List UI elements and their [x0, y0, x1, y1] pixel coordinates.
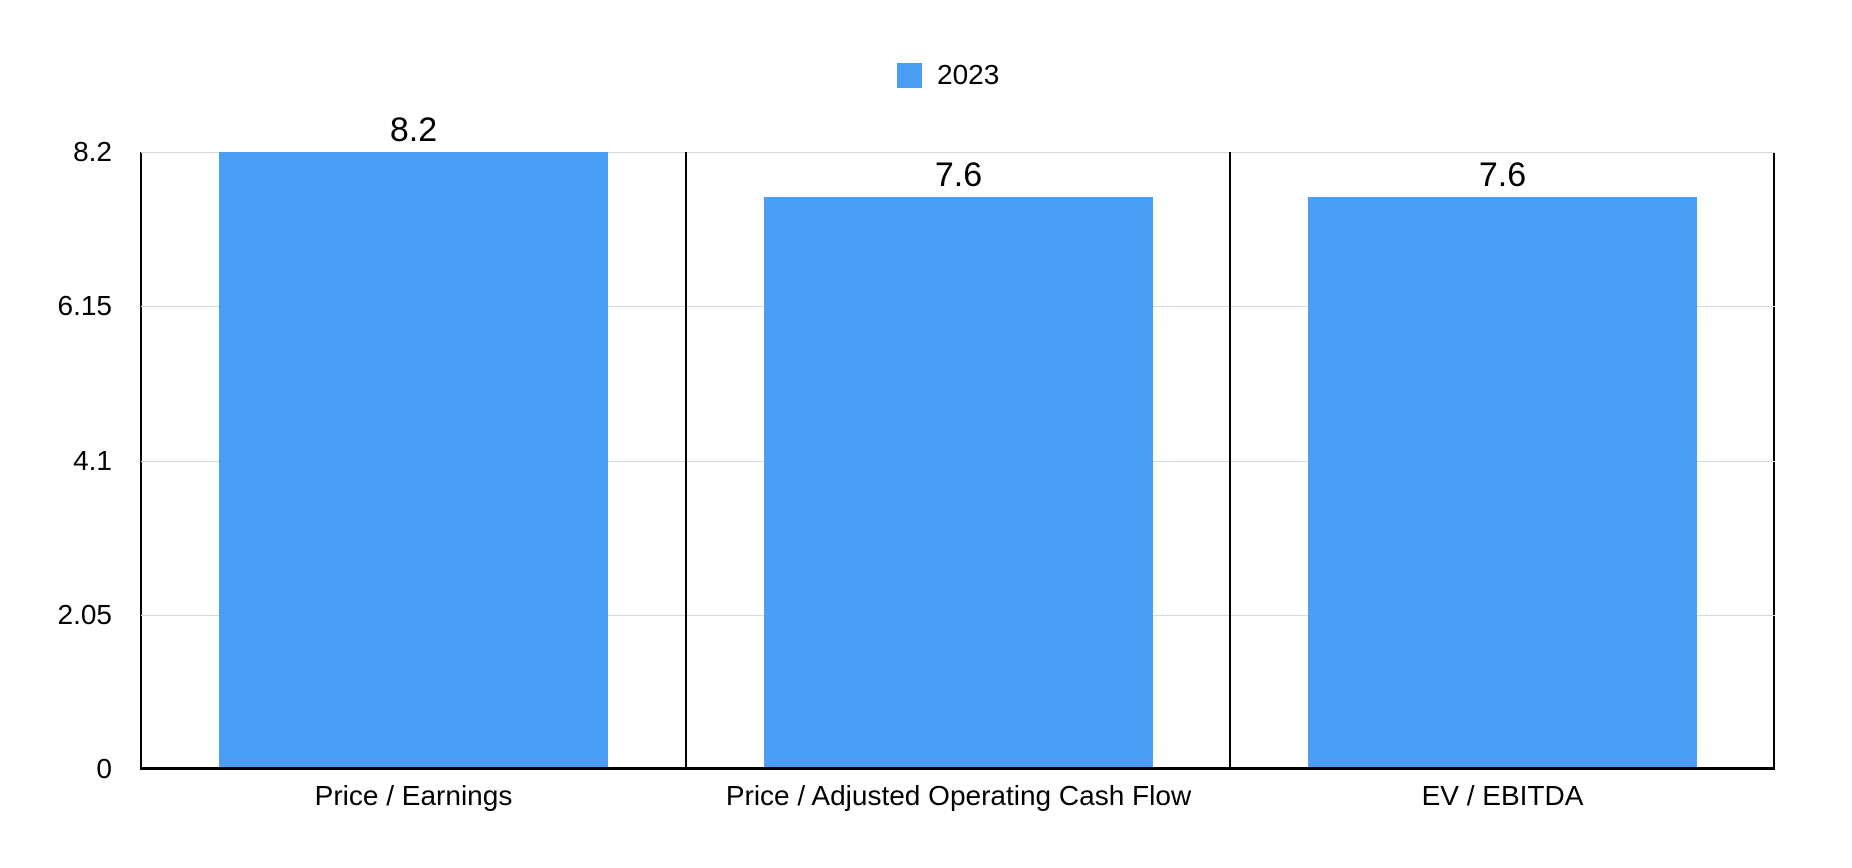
x-axis-category-label: Price / Earnings: [314, 780, 513, 811]
bar-price-adjusted-operating-cash-flow: [764, 197, 1153, 768]
y-axis-tick-label: 8.2: [73, 136, 112, 167]
y-axis-tick-label: 0: [96, 753, 112, 784]
bar-price-earnings: [219, 152, 608, 768]
gridline: [141, 152, 1775, 153]
bar-value-label: 8.2: [389, 111, 438, 149]
bar-ev-ebitda: [1308, 197, 1697, 768]
y-axis-line: [140, 152, 142, 769]
panel-separator: [685, 152, 687, 769]
right-frame-line: [1773, 152, 1775, 769]
x-axis-category-label: EV / EBITDA: [1421, 780, 1584, 811]
legend-swatch: [897, 62, 922, 88]
panel-separator: [1229, 152, 1231, 769]
legend: 2023: [897, 61, 999, 89]
legend-label: 2023: [937, 59, 1000, 90]
x-axis-category-label: Price / Adjusted Operating Cash Flow: [725, 780, 1192, 811]
y-axis-tick-label: 4.1: [73, 445, 112, 476]
x-axis-line: [140, 767, 1775, 770]
y-axis-tick-label: 2.05: [57, 599, 113, 630]
y-axis-tick-label: 6.15: [57, 290, 113, 321]
bar-value-label: 7.6: [934, 156, 983, 194]
bar-value-label: 7.6: [1478, 156, 1527, 194]
